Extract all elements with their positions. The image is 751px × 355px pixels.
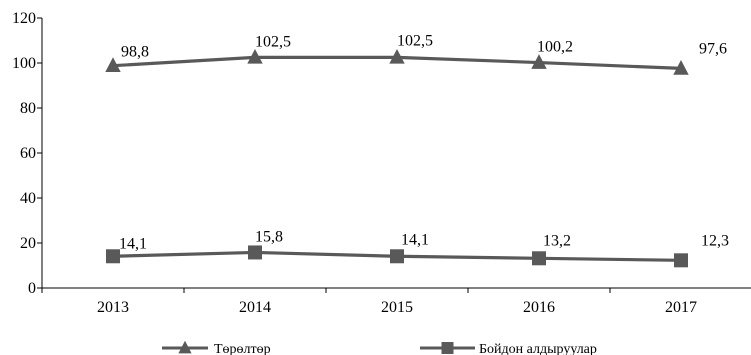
y-tick-label: 100 bbox=[12, 55, 36, 72]
data-label: 14,1 bbox=[401, 231, 429, 248]
data-label: 98,8 bbox=[121, 44, 149, 61]
triangle-marker bbox=[531, 54, 547, 69]
x-tick-label: 2014 bbox=[239, 299, 271, 316]
x-tick-label: 2013 bbox=[97, 299, 129, 316]
square-marker bbox=[106, 249, 120, 264]
triangle-marker bbox=[105, 57, 121, 72]
data-label: 15,8 bbox=[255, 228, 283, 245]
x-tick-label: 2016 bbox=[523, 299, 555, 316]
legend: Төрөлтөр Бойдон алдыруулар bbox=[162, 340, 597, 355]
y-tick-label: 40 bbox=[20, 190, 36, 207]
data-label: 13,2 bbox=[543, 232, 571, 249]
square-marker bbox=[674, 253, 688, 268]
legend-label: Төрөлтөр bbox=[214, 342, 271, 355]
y-tick-label: 80 bbox=[20, 100, 36, 117]
x-tick-label: 2017 bbox=[665, 299, 697, 316]
y-tick-label: 20 bbox=[20, 235, 36, 252]
data-label: 102,5 bbox=[255, 33, 291, 50]
data-label: 14,1 bbox=[119, 235, 147, 252]
square-marker bbox=[248, 245, 262, 260]
data-label: 97,6 bbox=[699, 40, 727, 57]
x-axis-ticks: 2013 2014 2015 2016 2017 bbox=[41, 288, 697, 316]
triangle-marker bbox=[673, 60, 689, 75]
y-tick-label: 60 bbox=[20, 145, 36, 162]
square-marker bbox=[532, 251, 546, 266]
triangle-marker bbox=[247, 48, 263, 64]
y-axis-ticks: 0 20 40 60 80 100 120 bbox=[12, 10, 42, 297]
triangle-marker bbox=[178, 340, 192, 354]
square-marker bbox=[441, 342, 454, 354]
legend-label: Бойдон алдыруулар bbox=[479, 342, 597, 355]
series-square: 14,1 15,8 14,1 13,2 12,3 bbox=[106, 228, 729, 268]
data-label: 12,3 bbox=[701, 232, 729, 249]
square-marker bbox=[390, 249, 404, 264]
y-tick-label: 120 bbox=[12, 10, 36, 27]
y-tick-label: 0 bbox=[28, 280, 36, 297]
series-triangle: 98,8 102,5 102,5 100,2 97,6 bbox=[105, 32, 727, 75]
data-label: 100,2 bbox=[537, 39, 573, 56]
data-label: 102,5 bbox=[397, 32, 433, 49]
triangle-marker bbox=[389, 48, 405, 64]
x-tick-label: 2015 bbox=[381, 299, 413, 316]
